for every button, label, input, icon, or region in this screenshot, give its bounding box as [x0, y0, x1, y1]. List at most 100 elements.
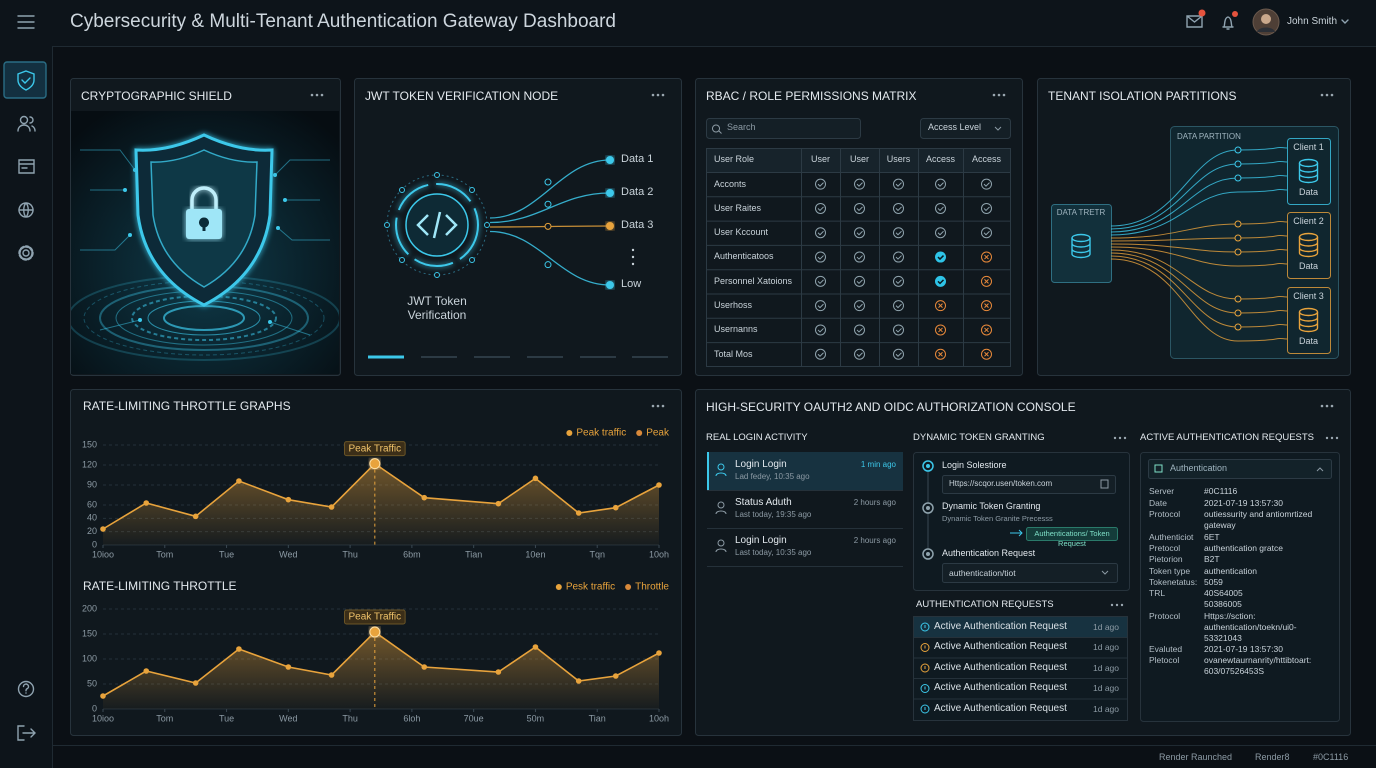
user-name[interactable]: John Smith — [1287, 15, 1338, 27]
check — [895, 206, 902, 212]
keyhole — [199, 217, 209, 231]
flow-node — [544, 200, 552, 208]
client-data: Data — [1298, 336, 1318, 347]
more-dot — [320, 93, 324, 97]
login-name[interactable]: Login Login — [735, 458, 787, 470]
field-value: 2021-07-19 13:57:30 — [1204, 497, 1283, 508]
circuit-node — [273, 173, 277, 177]
output-dot — [606, 222, 614, 230]
badge — [1026, 527, 1118, 541]
request-time: 1d ago — [1093, 703, 1119, 714]
search-placeholder[interactable]: Search — [727, 122, 756, 133]
nav-shield[interactable] — [17, 70, 35, 91]
node-port — [469, 187, 475, 193]
login-detail: Lad fedey, 10:35 ago — [735, 472, 810, 481]
more-dot — [651, 404, 655, 408]
data-point — [143, 668, 150, 674]
bell-badge — [1232, 11, 1238, 17]
ring — [131, 295, 277, 341]
permission-ok — [893, 227, 904, 239]
request-label[interactable]: Active Authentication Request — [934, 702, 1067, 714]
nav-help[interactable] — [17, 680, 35, 698]
mail-icon[interactable] — [1186, 15, 1203, 28]
isolation-link — [1110, 258, 1288, 342]
more-dot — [1320, 404, 1324, 408]
link-node — [1234, 174, 1242, 182]
data-point — [612, 673, 619, 679]
nav-settings[interactable] — [22, 249, 30, 257]
check — [937, 255, 945, 261]
more-dot — [651, 93, 655, 97]
check — [856, 303, 863, 309]
node-port — [399, 257, 405, 263]
column-header: User — [849, 154, 869, 165]
login-name[interactable]: Login Login — [735, 534, 787, 546]
field-value: 5059 — [1204, 576, 1223, 587]
client-name: Client 1 — [1293, 142, 1324, 153]
footer-text: Render Raunched — [1159, 752, 1233, 763]
legend-label: Peak — [646, 428, 670, 439]
link-node — [1234, 323, 1242, 331]
nav-users[interactable] — [17, 115, 36, 132]
field-value: outiessurity and antiomrtized gateway — [1204, 508, 1313, 530]
nav-globe[interactable] — [18, 202, 34, 218]
dropdown[interactable] — [1148, 459, 1332, 479]
legend-swatch — [555, 584, 562, 590]
request-label[interactable]: Active Authentication Request — [934, 661, 1067, 673]
user-menu-chevron[interactable] — [1341, 19, 1349, 24]
user-icon — [717, 539, 725, 547]
x-tick-label: Wed — [279, 549, 297, 559]
check — [983, 206, 990, 212]
dropdown-label[interactable]: Authentication — [1170, 463, 1228, 474]
nav-active[interactable] — [3, 61, 47, 99]
request-label[interactable]: Active Authentication Request — [934, 682, 1067, 694]
user-icon — [715, 510, 727, 515]
bell-icon[interactable] — [1222, 16, 1234, 30]
more-dot — [656, 404, 660, 408]
status-icon — [920, 622, 930, 632]
x-tick-label: 10oh — [649, 713, 669, 723]
circuit — [80, 234, 131, 251]
role-name: Authenticatoos — [714, 251, 774, 262]
circuit-node — [138, 318, 142, 322]
request-label[interactable]: Active Authentication Request — [934, 620, 1067, 632]
circuit — [269, 321, 311, 336]
status-icon — [920, 663, 930, 673]
panel-title: HIGH-SECURITY OAUTH2 AND OIDC AUTHORIZAT… — [706, 399, 1076, 414]
x-tick-label: Tue — [219, 549, 234, 559]
login-name[interactable]: Status Aduth — [735, 496, 792, 508]
column-header: User Role — [714, 154, 755, 165]
cross — [938, 351, 943, 357]
check — [856, 352, 863, 357]
nav-cards[interactable] — [18, 159, 35, 174]
field-value: 50386005 — [1204, 598, 1242, 609]
menu-icon[interactable] — [17, 15, 35, 29]
filter-label[interactable]: Access Level — [928, 122, 982, 133]
field-value: authentication/tiot — [949, 567, 1016, 578]
more-dot — [1325, 404, 1329, 408]
cross — [938, 327, 943, 333]
check — [856, 182, 863, 187]
data-point — [192, 513, 199, 520]
request-label[interactable]: Active Authentication Request — [934, 641, 1067, 653]
data-point — [495, 500, 502, 507]
check — [983, 230, 990, 236]
permission-ok — [815, 348, 826, 360]
circuit-node — [276, 226, 280, 230]
check — [895, 303, 902, 309]
data-point — [421, 664, 428, 670]
nav-logout[interactable] — [17, 725, 36, 741]
search-box[interactable] — [706, 118, 861, 139]
isolation-link — [1110, 174, 1288, 233]
permission-ok — [981, 227, 992, 239]
section-title: AUTHENTICATION REQUESTS — [916, 599, 1054, 611]
flow-node — [544, 261, 552, 269]
permission-denied — [981, 348, 992, 360]
field[interactable] — [942, 563, 1118, 583]
y-tick-label: 100 — [82, 653, 97, 663]
data-point — [100, 526, 106, 532]
data-point — [575, 678, 582, 684]
footer-text: #0C1116 — [1313, 752, 1349, 763]
y-tick-label: 120 — [82, 459, 97, 469]
